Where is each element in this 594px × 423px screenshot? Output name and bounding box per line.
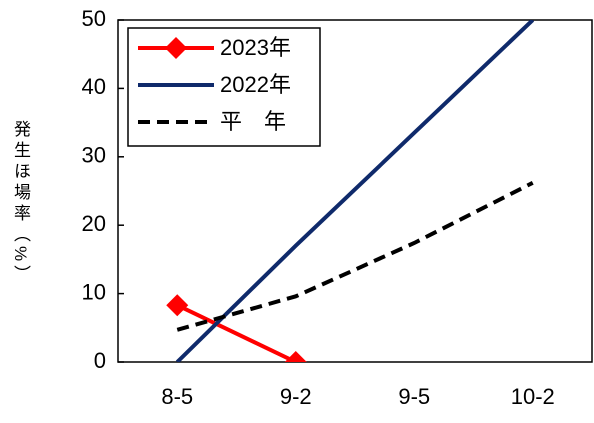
marker: [284, 351, 307, 362]
legend-marker: [165, 37, 187, 59]
x-tick-label: 9-2: [280, 384, 312, 409]
y-tick-label: 30: [82, 143, 106, 168]
x-tick-label: 9-5: [398, 384, 430, 409]
series-layer: [166, 20, 535, 362]
plot-frame: [117, 19, 593, 363]
legend-label: 2023年: [220, 35, 291, 60]
x-tick-label: 8-5: [161, 384, 193, 409]
y-tick-label: 0: [94, 348, 106, 373]
series-line: [176, 303, 297, 362]
x-tick-label: 10-2: [511, 384, 555, 409]
y-tick-label: 50: [82, 6, 106, 31]
y-axis-label: 発生ほ場率（%）: [11, 120, 30, 287]
legend-label: 2022年: [220, 72, 291, 97]
y-tick-label: 10: [82, 279, 106, 304]
marker: [166, 294, 189, 317]
series-line: [176, 181, 534, 332]
y-tick-label: 20: [82, 211, 106, 236]
y-tick-label: 40: [82, 74, 106, 99]
series-line: [175, 20, 535, 362]
legend-label: 平 年: [220, 109, 286, 134]
